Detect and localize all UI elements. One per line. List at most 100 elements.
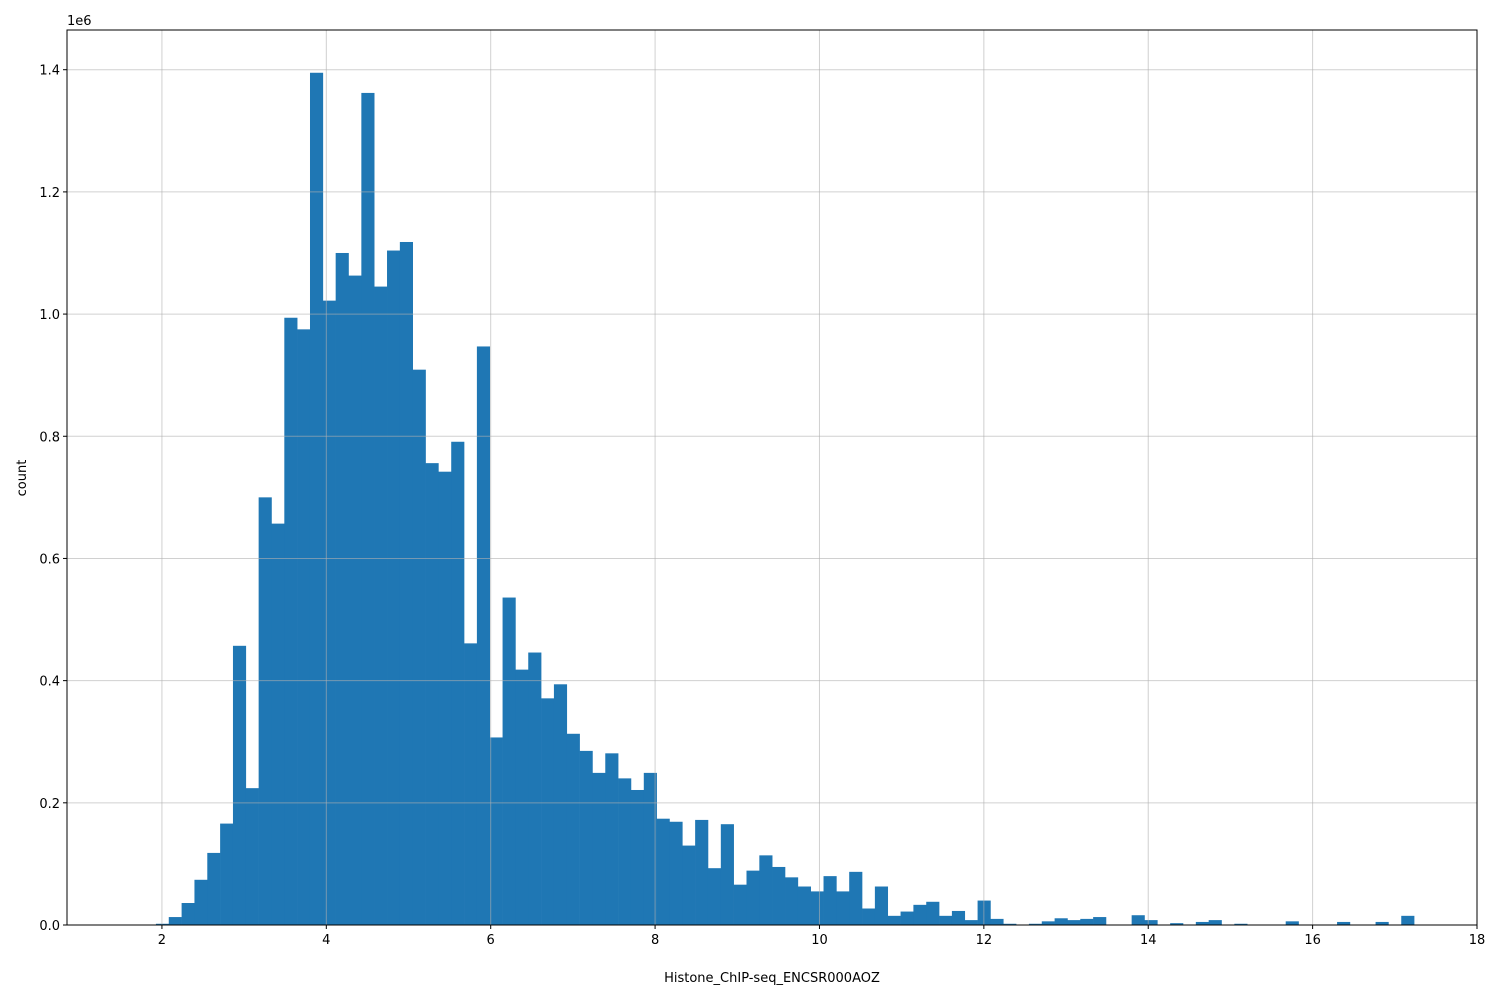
x-tick-label: 16 xyxy=(1304,933,1321,948)
histogram-bar xyxy=(387,250,401,925)
histogram-bar xyxy=(1170,923,1184,925)
histogram-bar xyxy=(707,868,722,925)
histogram-bar xyxy=(1003,923,1017,925)
histogram-bar xyxy=(412,369,426,925)
histogram-bar xyxy=(348,275,362,925)
ticks-group: 2 4 6 8 10 12 14 16 18 0.0 0.2 0.4 0.6 0.8 1.0 1.2 1.4 xyxy=(39,64,1485,948)
histogram-bar xyxy=(592,772,606,925)
y-tick-label: 0.8 xyxy=(39,430,60,445)
y-offset-label: 1e6 xyxy=(67,14,92,29)
histogram-bar xyxy=(566,733,580,925)
histogram-bar xyxy=(964,920,978,925)
histogram-bar xyxy=(284,317,298,925)
histogram-bar xyxy=(541,698,555,925)
histogram-bar xyxy=(746,870,760,925)
histogram-bar xyxy=(1144,920,1158,925)
histogram-bar xyxy=(990,918,1004,925)
histogram-bar xyxy=(168,917,182,925)
histogram-bar xyxy=(772,866,786,925)
histogram-bar xyxy=(361,92,375,925)
grid-group xyxy=(67,30,1478,926)
histogram-bar xyxy=(926,901,940,925)
histogram-bar xyxy=(1234,923,1248,925)
histogram-bar xyxy=(618,778,632,925)
histogram-bar xyxy=(887,915,901,925)
histogram-bar xyxy=(1054,918,1068,925)
histogram-bar xyxy=(464,643,478,925)
x-axis-label: Histone_ChIP-seq_ENCSR000AOZ xyxy=(664,971,880,986)
plot-frame xyxy=(66,29,1478,926)
histogram-bar xyxy=(823,876,837,925)
histogram-bar xyxy=(438,471,452,925)
y-tick-label: 1.2 xyxy=(39,186,60,201)
histogram-bar xyxy=(271,523,285,925)
histogram-bar xyxy=(1208,920,1222,925)
y-tick-label: 0.4 xyxy=(39,675,60,690)
x-tick-label: 12 xyxy=(976,933,993,948)
x-tick-label: 14 xyxy=(1140,933,1157,948)
histogram-bar xyxy=(1131,915,1145,925)
x-tick-label: 6 xyxy=(487,933,495,948)
histogram-bar xyxy=(399,241,413,926)
histogram-bar xyxy=(939,915,953,925)
x-tick-label: 10 xyxy=(811,933,828,948)
histogram-bar xyxy=(643,772,657,925)
histogram-bar xyxy=(913,904,927,925)
x-tick-label: 2 xyxy=(158,933,166,948)
histogram-bar xyxy=(309,72,324,925)
histogram-bar xyxy=(1337,921,1351,925)
histogram-bar xyxy=(220,823,234,925)
histogram-bar xyxy=(605,753,619,925)
y-tick-label: 1.0 xyxy=(39,308,60,323)
histogram-bar xyxy=(489,737,503,925)
histogram-bar xyxy=(900,911,914,925)
histogram-bar xyxy=(720,824,734,925)
histogram-bar xyxy=(810,891,824,925)
histogram-bar xyxy=(579,750,593,925)
histogram-bar xyxy=(155,923,170,925)
histogram-bar xyxy=(682,845,696,925)
histogram-bar xyxy=(245,788,259,925)
histogram-bar xyxy=(515,669,529,925)
histogram-bar xyxy=(322,300,336,926)
histogram-bar xyxy=(297,329,311,925)
bars-group xyxy=(155,72,1415,926)
histogram-bar xyxy=(1375,921,1389,925)
histogram-bar xyxy=(476,346,491,925)
histogram-bar xyxy=(207,852,221,925)
histogram-bar xyxy=(1195,921,1209,925)
histogram-bar xyxy=(553,684,568,925)
histogram-bar xyxy=(656,818,670,925)
histogram-bar xyxy=(630,789,645,925)
histogram-bar xyxy=(849,871,863,925)
histogram-bar xyxy=(502,597,516,925)
y-tick-label: 0.2 xyxy=(39,797,60,812)
histogram-bar xyxy=(1080,918,1094,925)
histogram-bar xyxy=(759,855,773,925)
histogram-bar xyxy=(451,441,465,925)
histogram-bar xyxy=(1067,920,1081,925)
histogram-bar xyxy=(258,497,272,925)
histogram-bar xyxy=(797,886,811,925)
histogram-bar xyxy=(335,252,349,926)
histogram-bar xyxy=(836,891,850,925)
histogram-bar xyxy=(528,652,542,925)
histogram-bar xyxy=(1401,915,1415,925)
histogram-bar xyxy=(785,877,799,925)
histogram-bar xyxy=(1093,917,1107,925)
histogram-bar xyxy=(181,903,195,925)
y-tick-label: 1.4 xyxy=(39,64,60,79)
x-tick-label: 4 xyxy=(322,933,330,948)
histogram-bar xyxy=(874,886,889,925)
x-tick-label: 8 xyxy=(651,933,659,948)
histogram-bar xyxy=(194,879,208,925)
y-tick-label: 0.0 xyxy=(39,919,60,934)
y-axis-label: count xyxy=(15,460,30,497)
histogram-bar xyxy=(951,910,966,925)
histogram-bar xyxy=(862,908,876,925)
histogram-bar xyxy=(1285,921,1299,925)
histogram-bar xyxy=(695,819,709,925)
histogram-bar xyxy=(374,286,388,925)
histogram-bar xyxy=(733,884,747,925)
